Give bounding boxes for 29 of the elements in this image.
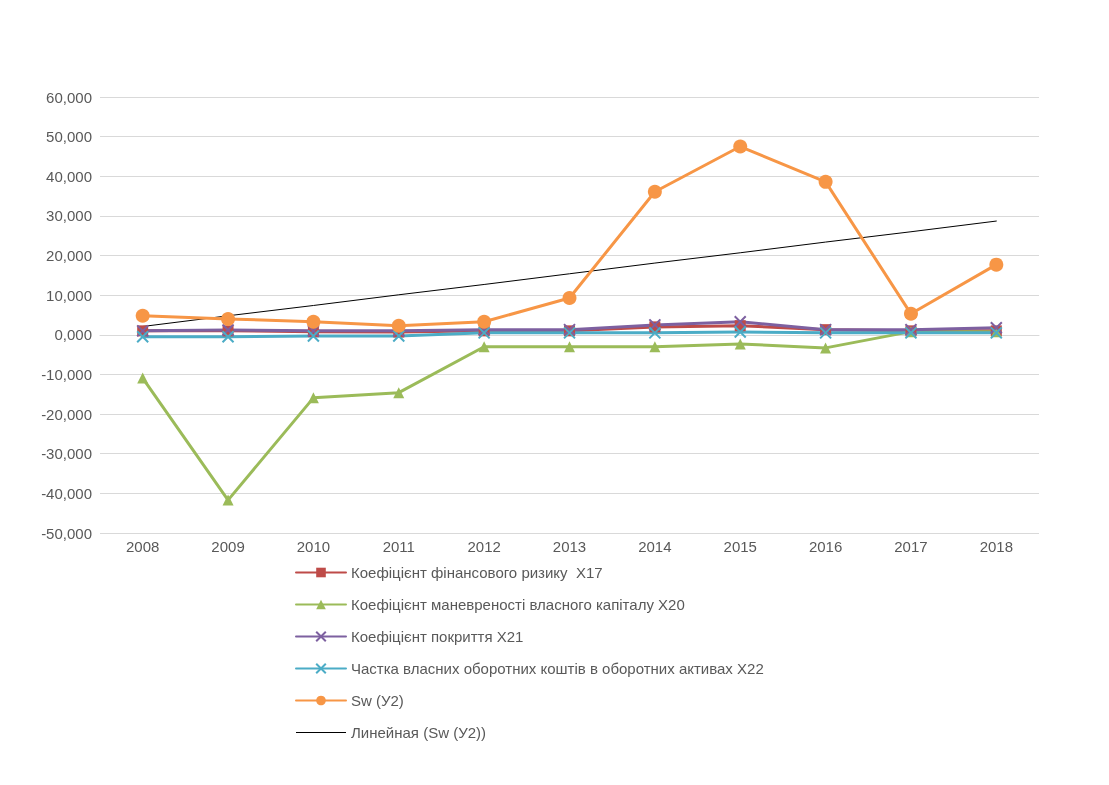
- x-tick-label: 2015: [723, 538, 757, 555]
- x-tick-label: 2011: [382, 538, 415, 555]
- legend-label: Sw (У2): [351, 692, 404, 709]
- x-tick-label: 2012: [467, 538, 501, 555]
- y-tick-label: 40,000: [46, 167, 92, 185]
- y-tick-label: 60,000: [46, 88, 92, 106]
- y-tick-label: -20,000: [41, 405, 92, 423]
- legend-label: Коефіцієнт маневреності власного капіталу X20: [351, 596, 685, 613]
- x-tick-label: 2013: [552, 538, 587, 555]
- x-tick-label: 2016: [808, 538, 843, 555]
- x-tick-label: 2018: [979, 538, 1014, 555]
- y-tick-label: 30,000: [46, 207, 92, 225]
- y-tick-label: 0,000: [54, 326, 92, 344]
- x-tick-label: 2010: [296, 538, 331, 555]
- y-tick-label: 20,000: [46, 247, 92, 265]
- y-tick-label: -50,000: [41, 524, 92, 542]
- y-tick-label: -10,000: [41, 365, 92, 383]
- x-tick-label: 2009: [211, 538, 245, 555]
- x-tick-label: 2014: [638, 538, 672, 555]
- legend-label: Линейная (Sw (У2)): [351, 724, 486, 741]
- x-tick-label: 2017: [894, 538, 928, 555]
- x-tick-label: 2008: [125, 538, 160, 555]
- legend-label: Коефіцієнт покриття X21: [351, 628, 524, 645]
- legend-label: Частка власних оборотних коштів в оборотних активах X22: [351, 660, 764, 677]
- y-tick-label: -30,000: [41, 445, 92, 463]
- y-tick-label: 10,000: [46, 286, 92, 304]
- y-tick-label: 50,000: [46, 128, 92, 146]
- y-tick-label: -40,000: [41, 484, 92, 502]
- legend-label: Коефіцієнт фінансового ризику X17: [351, 564, 603, 581]
